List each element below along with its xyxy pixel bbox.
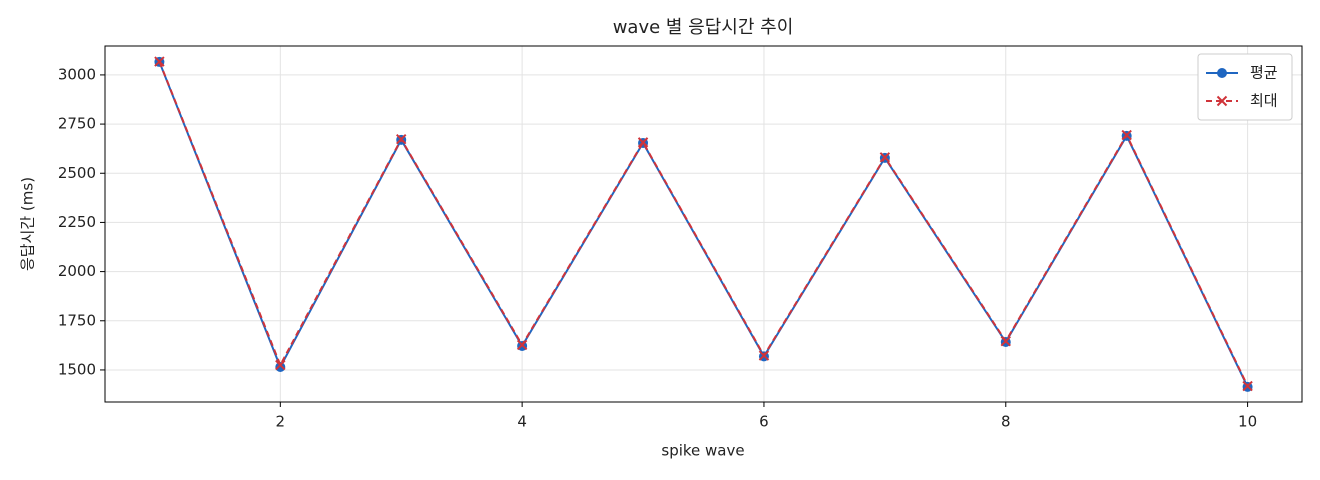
x-tick-label: 8 [1001,413,1011,431]
x-tick-label: 10 [1238,413,1257,431]
y-tick-label: 1750 [58,311,96,329]
chart-title: wave 별 응답시간 추이 [613,17,794,38]
marker [1242,380,1253,392]
x-axis-label: spike wave [661,442,744,460]
legend-box [1197,53,1293,121]
marker [154,56,165,67]
marker [1121,129,1132,141]
marker [879,152,891,163]
y-tick-label: 3000 [58,65,96,83]
legend-marker [1216,95,1228,107]
marker [396,134,407,145]
x-tick-label: 2 [276,413,286,431]
y-tick-label: 2750 [58,115,96,133]
legend-label: 최대 [1250,92,1278,110]
y-axis-label: 응답시간 (ms) [19,177,37,271]
y-tick-label: 2000 [58,262,96,280]
series-line [158,61,1249,387]
y-tick-label: 2500 [58,164,96,182]
series-line [158,61,1249,388]
legend-marker [1217,68,1227,78]
marker [275,361,286,372]
marker [516,339,528,351]
y-tick-label: 2250 [58,213,96,231]
legend-label: 평균 [1250,64,1278,82]
x-tick-label: 6 [759,413,769,431]
plot-frame [104,45,1303,403]
marker [637,137,649,148]
marker [1000,336,1011,347]
marker [275,359,286,371]
y-tick-label: 1500 [58,360,96,378]
x-tick-label: 4 [517,413,527,431]
marker [758,350,770,361]
